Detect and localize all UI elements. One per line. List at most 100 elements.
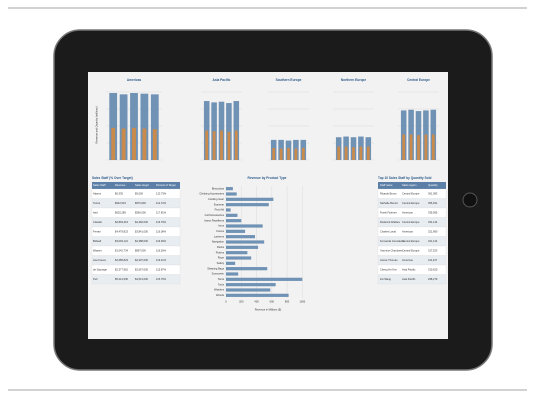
- bar: [226, 197, 274, 201]
- table-cell: $5,000: [135, 191, 143, 195]
- table-title: Top 10 Sales Staff by Quantity Sold: [378, 176, 431, 180]
- y-tick-label: Watches: [214, 288, 225, 292]
- table-cell: 116.08%: [156, 229, 167, 233]
- table-cell: 321,890: [428, 229, 438, 233]
- y-tick-label: Binoculars: [212, 186, 225, 190]
- x-tick-label: 400: [254, 300, 259, 304]
- y-tick-label: Eyewear: [214, 202, 224, 206]
- quantity-bar: [234, 130, 238, 160]
- quantity-bar: [366, 146, 370, 160]
- table-cell: Pult: [93, 277, 98, 281]
- table-cell: 331,144: [428, 220, 438, 224]
- bar: [226, 267, 268, 271]
- quantity-bar: [352, 147, 355, 160]
- table-cell: $2,388,000: [135, 239, 149, 243]
- quantity-bar: [431, 134, 435, 160]
- y-tick-label: Sunscreen: [212, 272, 225, 276]
- y-tick-label: Lanterns: [214, 234, 225, 238]
- y-tick-label: Putters: [216, 250, 225, 254]
- bar: [226, 245, 259, 249]
- quantity-bar: [337, 146, 341, 160]
- table-cell: 115.76%: [156, 277, 167, 281]
- bar: [226, 224, 263, 228]
- bar: [226, 213, 238, 217]
- x-tick-label: 600: [270, 300, 275, 304]
- column-header: Sales target: [135, 183, 149, 187]
- table-cell: Charles Laval: [380, 229, 396, 233]
- table-cell: $897,000: [135, 248, 146, 252]
- column-header: Staff name: [380, 183, 393, 187]
- table-cell: $2,893,419: [115, 220, 129, 224]
- table-row: [377, 274, 447, 285]
- y-tick-label: Tools: [218, 282, 225, 286]
- table-cell: Roderick Alfafara: [380, 220, 400, 224]
- region-title: Americas: [127, 78, 142, 82]
- region-title: Northern Europe: [341, 78, 367, 82]
- quantity-bar: [272, 147, 276, 160]
- table-cell: 311,447: [428, 258, 438, 262]
- table-cell: Americas: [402, 210, 414, 214]
- table-cell: $1,042,734: [115, 248, 129, 252]
- quantity-bar: [212, 131, 216, 160]
- bar: [226, 229, 246, 233]
- table-cell: Iwid: [93, 210, 98, 214]
- table-cell: Fei Wang: [380, 277, 392, 281]
- region-title: Asia Pacific: [213, 78, 231, 82]
- table-cell: 117.81%: [156, 210, 167, 214]
- table-cell: Bidwell: [93, 239, 102, 243]
- table-cell: $2,482,000: [135, 220, 149, 224]
- table-cell: 317,523: [428, 248, 438, 252]
- quantity-bar: [205, 130, 209, 160]
- table-cell: Cheng Ho Kim: [380, 267, 397, 271]
- table-cell: Asia Pacific: [402, 277, 416, 281]
- quantity-bar: [301, 147, 305, 160]
- quantity-bar: [344, 146, 348, 160]
- table-cell: 116.21%: [156, 258, 167, 262]
- table-cell: de Sauvage: [93, 267, 107, 271]
- table-header: [378, 182, 446, 189]
- quantity-bar: [142, 128, 147, 160]
- table-cell: $4,513,000: [135, 277, 149, 281]
- quantity-bar: [294, 148, 298, 160]
- table-cell: 116.79%: [156, 220, 167, 224]
- x-tick-label: 1000: [299, 300, 305, 304]
- table-cell: Janice Thomas: [380, 258, 398, 262]
- revenue-bar: [226, 103, 232, 160]
- revenue-bar: [109, 93, 118, 160]
- y-tick-label: Packs: [217, 245, 225, 249]
- revenue-bar: [140, 93, 149, 160]
- table-cell: $570,000: [135, 201, 146, 205]
- table-cell: $5,214,530: [115, 277, 129, 281]
- table-cell: $2,377,962: [115, 267, 129, 271]
- table-cell: $625,289: [115, 210, 126, 214]
- table-cell: Central Europe: [402, 201, 420, 205]
- table-cell: $2,067,000: [135, 267, 149, 271]
- y-tick-label: Knives: [216, 229, 224, 233]
- y-tick-label: Climbing Accessories: [199, 192, 224, 196]
- y-tick-label: Irons: [218, 224, 224, 228]
- table-cell: Ana Koeva: [93, 258, 106, 262]
- quantity-bar: [220, 130, 223, 160]
- bar: [226, 192, 237, 196]
- x-tick-label: 0: [225, 300, 227, 304]
- table-cell: Yasmine Chambers: [380, 248, 403, 252]
- table-cell: Ricardo Bruno: [380, 191, 397, 195]
- table-cell: Central Europe: [402, 248, 420, 252]
- quantity-bar: [402, 134, 406, 160]
- table-cell: $560,000: [135, 210, 146, 214]
- table-cell: 335,955: [428, 210, 438, 214]
- quantity-bar: [121, 128, 126, 160]
- table-title: Sales Staff (% Over Target): [92, 176, 133, 180]
- table-cell: 298,279: [428, 277, 438, 281]
- table-cell: Asia Pacific: [402, 267, 416, 271]
- region-title: Southern Europe: [276, 78, 302, 82]
- table-header: [92, 182, 180, 189]
- bar: [226, 235, 256, 239]
- table-cell: 115.87%: [156, 267, 167, 271]
- bar: [226, 251, 248, 255]
- home-button[interactable]: [462, 192, 478, 208]
- y-tick-label: Golf Accessories: [205, 213, 225, 217]
- region-title: Central Europe: [407, 78, 430, 82]
- quantity-bar: [132, 127, 136, 160]
